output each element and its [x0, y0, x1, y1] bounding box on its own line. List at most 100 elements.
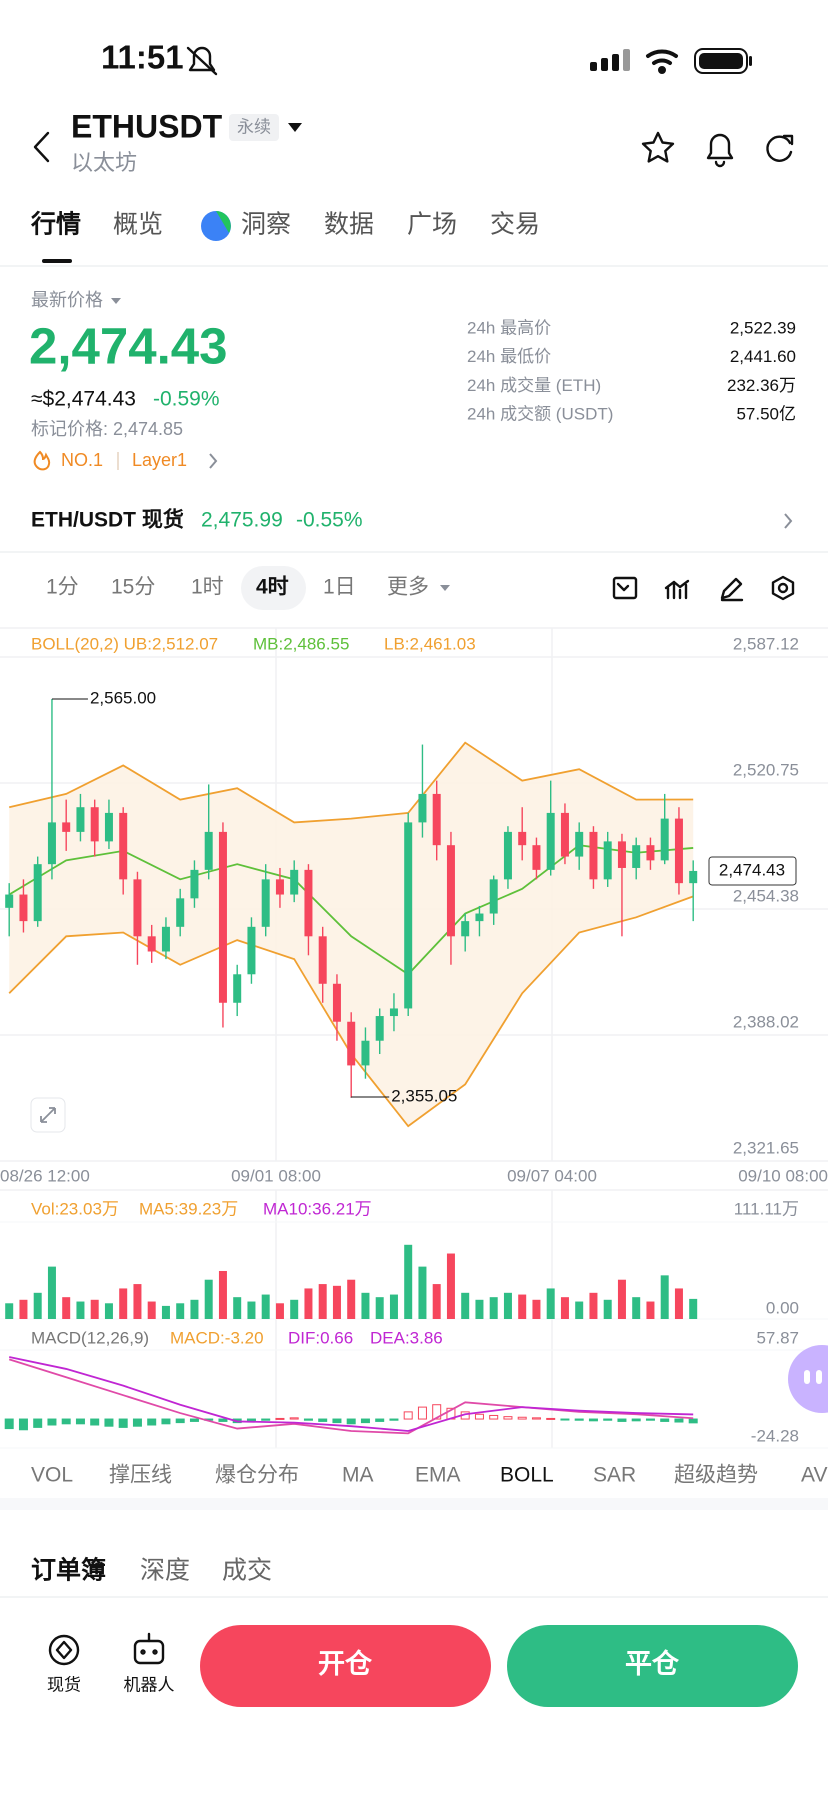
- interval[interactable]: 15分: [111, 576, 155, 599]
- favorite-button[interactable]: [641, 131, 675, 163]
- macd-bar: [617, 1418, 627, 1422]
- y-tick-label: 2,388.02: [733, 1012, 799, 1031]
- interval[interactable]: 更多: [387, 576, 429, 599]
- macd-bar: [432, 1404, 442, 1420]
- tab[interactable]: 数据: [324, 211, 374, 239]
- orderbook-tab[interactable]: 成交: [222, 1557, 272, 1585]
- kline-chart[interactable]: 2,587.12 2,520.75 2,454.38 2,388.02 2,321.65…: [0, 634, 828, 1449]
- low-label: 2,355.05: [391, 1086, 457, 1105]
- indicator-tab[interactable]: AV: [801, 1464, 827, 1487]
- volume-legend: Vol:23.03万: [31, 1199, 119, 1218]
- spot-chevron[interactable]: [784, 513, 793, 529]
- boll-lb-legend: LB:2,461.03: [384, 634, 476, 653]
- indicator-tab[interactable]: VOL: [31, 1464, 73, 1487]
- macd-bar: [90, 1418, 100, 1426]
- tab[interactable]: 交易: [490, 211, 540, 239]
- rank[interactable]: NO.1: [61, 450, 103, 470]
- macd-bar: [261, 1418, 271, 1421]
- volume-bar: [674, 1288, 683, 1319]
- alert-button[interactable]: [706, 133, 734, 168]
- macd-bar: [531, 1417, 541, 1420]
- indicator-tab[interactable]: MA: [342, 1464, 374, 1487]
- macd-bar: [574, 1418, 584, 1421]
- more-dropdown[interactable]: [440, 585, 450, 591]
- interval[interactable]: 4时: [256, 576, 289, 599]
- stat-label: 24h 成交额 (USDT): [467, 405, 613, 424]
- candle-body: [19, 894, 28, 922]
- candle-body: [275, 879, 284, 895]
- back-button[interactable]: [33, 131, 50, 163]
- spot-button-label[interactable]: 现货: [47, 1675, 81, 1694]
- chart-tool-icons[interactable]: [612, 575, 795, 602]
- volume-bar: [603, 1299, 612, 1319]
- price-label-dropdown[interactable]: [111, 298, 121, 304]
- macd-bar: [218, 1418, 228, 1422]
- candle-body: [603, 841, 612, 880]
- tab[interactable]: 行情: [30, 211, 81, 239]
- volume-bar: [90, 1299, 99, 1319]
- macd-bar: [546, 1417, 556, 1420]
- indicator-tab[interactable]: 撑压线: [109, 1464, 172, 1487]
- refresh-button[interactable]: [766, 134, 794, 162]
- candle-body: [332, 983, 341, 1022]
- candle-body: [190, 869, 199, 899]
- open-position-button[interactable]: [200, 1625, 491, 1707]
- symbol[interactable]: ETHUSDT: [71, 108, 223, 144]
- indicator-tab[interactable]: SAR: [593, 1464, 636, 1487]
- macd-bar: [360, 1418, 370, 1424]
- robot-button-label[interactable]: 机器人: [124, 1675, 175, 1694]
- tab[interactable]: 广场: [407, 211, 457, 239]
- candle-body: [147, 936, 156, 952]
- tab[interactable]: 洞察: [241, 211, 291, 239]
- indicator-tab[interactable]: 超级趋势: [674, 1464, 758, 1487]
- indicator-tab[interactable]: BOLL: [500, 1464, 554, 1487]
- macd-bar: [332, 1418, 342, 1424]
- orderbook-tab[interactable]: 订单簿: [31, 1556, 106, 1585]
- indicator-tab[interactable]: 爆仓分布: [215, 1464, 299, 1487]
- robot-icon[interactable]: [133, 1632, 165, 1665]
- interval[interactable]: 1日: [323, 576, 356, 599]
- spot-change: -0.55%: [296, 509, 363, 532]
- candle-body: [560, 812, 569, 857]
- interval[interactable]: 1时: [191, 576, 224, 599]
- volume-bar: [432, 1284, 441, 1319]
- contract-badge: 永续: [237, 117, 271, 136]
- assistant-eye: [804, 1370, 810, 1384]
- open-position-label[interactable]: 开仓: [318, 1649, 373, 1679]
- macd-bar: [474, 1413, 484, 1420]
- close-position-button[interactable]: [507, 1625, 798, 1707]
- close-position-label[interactable]: 平仓: [625, 1649, 680, 1679]
- candle-body: [290, 869, 299, 895]
- macd-bar: [688, 1418, 698, 1424]
- last-price: 2,474.43: [29, 317, 228, 374]
- sector-tag[interactable]: Layer1: [132, 450, 187, 470]
- macd-bar: [503, 1416, 513, 1420]
- candle-body: [33, 864, 42, 922]
- candle-body: [76, 807, 85, 832]
- candle-body: [247, 926, 256, 975]
- mute-icon: [186, 46, 218, 76]
- candle-body: [375, 1016, 384, 1041]
- spot-pair[interactable]: ETH/USDT 现货: [31, 508, 184, 532]
- usd-price: ≈$2,474.43: [31, 388, 136, 411]
- tab[interactable]: 概览: [113, 211, 163, 239]
- volume-tick-label: 111.11万: [734, 1199, 799, 1218]
- macd-bar: [375, 1418, 385, 1422]
- indicator-tab[interactable]: EMA: [415, 1464, 461, 1487]
- stat-value: 232.36万: [727, 376, 796, 395]
- interval[interactable]: 1分: [46, 576, 79, 599]
- high-label: 2,565.00: [90, 688, 156, 707]
- candle-body: [261, 879, 270, 927]
- candle-body: [347, 1021, 356, 1066]
- orderbook-tab[interactable]: 深度: [140, 1557, 190, 1585]
- volume-legend: MA10:36.21万: [263, 1199, 372, 1218]
- candle-body: [674, 818, 683, 884]
- macd-bar: [289, 1417, 299, 1420]
- volume-bar: [261, 1294, 270, 1319]
- x-tick-label: 09/10 08:00: [738, 1166, 828, 1185]
- macd-bar: [161, 1418, 171, 1425]
- symbol-dropdown[interactable]: [288, 123, 302, 132]
- price-label: 最新价格: [31, 290, 103, 310]
- macd-bar: [674, 1418, 684, 1423]
- spot-icon[interactable]: [48, 1634, 80, 1666]
